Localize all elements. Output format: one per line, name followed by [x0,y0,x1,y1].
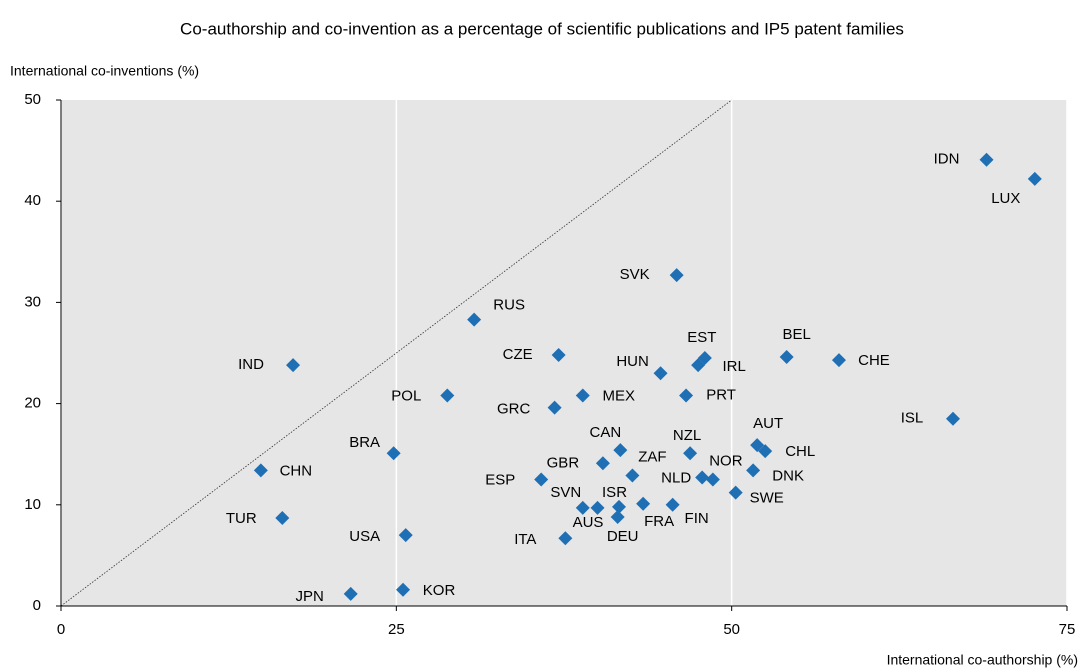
point [575,388,590,403]
point [691,358,706,373]
point-label: JPN [296,588,324,605]
point-label: SWE [750,490,784,507]
plot-area [61,100,1067,606]
point [396,582,411,597]
point-label: IND [238,356,264,373]
point-label: CHL [785,443,815,460]
point [558,531,573,546]
point [779,350,794,365]
point [575,500,590,515]
point [831,353,846,368]
point [590,500,605,515]
point-label: FIN [685,510,709,527]
y-tick-label: 30 [24,293,41,310]
point-label: BRA [349,434,380,451]
point-label: NOR [709,452,743,469]
x-tick-label: 0 [57,621,65,638]
point-label: KOR [423,582,456,599]
point-label: POL [391,387,421,404]
point [758,444,773,459]
y-tick-label: 10 [24,496,41,513]
point-label: DNK [772,467,804,484]
y-axis-label: International co-inventions (%) [10,63,199,79]
point [705,472,720,487]
x-tick-label: 75 [1059,621,1076,638]
point [595,456,610,471]
point [665,497,680,512]
point-label: AUT [753,415,783,432]
point [653,366,668,381]
point [551,348,566,363]
point-label: AUS [573,514,604,531]
point [695,470,710,485]
point [286,358,301,373]
point-label: ZAF [638,448,666,465]
y-tick-label: 40 [24,192,41,209]
point [683,446,698,461]
x-tick-label: 50 [723,621,740,638]
point-label: RUS [493,297,525,314]
point [467,312,482,327]
point [746,463,761,478]
point-label: PRT [706,386,736,403]
point-label: IRL [722,358,745,375]
point [610,509,625,524]
point [750,438,765,453]
point-label: MEX [603,387,636,404]
y-tick-label: 20 [24,395,41,412]
point-label: ISR [602,484,627,501]
x-axis-label: International co-authorship (%) [887,652,1078,668]
point-label: BEL [782,326,810,343]
point-label: GRC [497,401,531,418]
point-label: GBR [547,454,580,471]
point [253,463,268,478]
point-label: FRA [644,513,674,530]
point-label: ISL [901,410,924,427]
point-label: CHN [280,462,313,479]
point-label: CAN [590,424,622,441]
point-label: HUN [616,353,649,370]
point [534,472,549,487]
point [547,400,562,415]
point-label: TUR [226,510,257,527]
diagonal-line [60,99,732,607]
x-tick-label: 25 [388,621,405,638]
point-label: NLD [661,469,691,486]
y-tick-label: 0 [33,597,41,614]
point [275,510,290,525]
chart-title: Co-authorship and co-invention as a perc… [180,19,904,38]
point [636,496,651,511]
point [669,268,684,283]
point [613,443,628,458]
point-label: NZL [673,427,701,444]
point-label: ESP [485,471,515,488]
point [611,499,626,514]
point-label: DEU [607,528,639,545]
point [343,586,358,601]
point [679,388,694,403]
point-label: CZE [503,346,533,363]
point [945,411,960,426]
point-label: IDN [934,151,960,168]
point [398,528,413,543]
point [728,485,743,500]
point-label: USA [349,528,380,545]
point-label: ITA [514,531,536,548]
point [625,468,640,483]
point-label: EST [687,329,716,346]
y-tick-label: 50 [24,91,41,108]
point [1027,171,1042,186]
point [440,388,455,403]
point [386,446,401,461]
point-label: SVK [620,266,650,283]
point [979,152,994,167]
point-label: CHE [858,352,890,369]
point-label: SVN [550,484,581,501]
point-label: LUX [991,190,1020,207]
